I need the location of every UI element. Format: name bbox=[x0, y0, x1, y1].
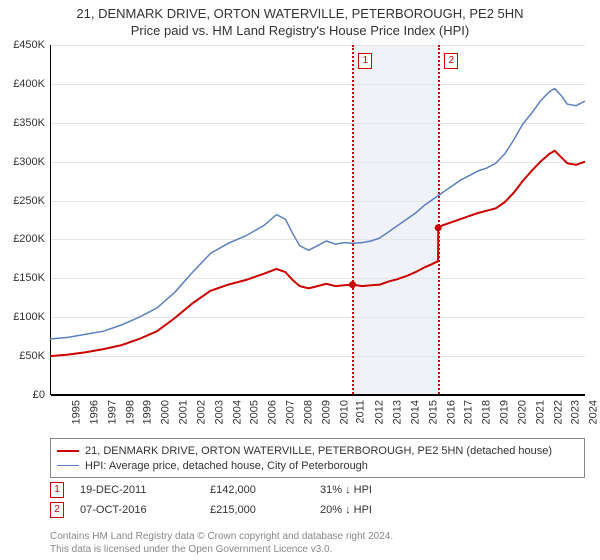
sale-price: £142,000 bbox=[210, 484, 320, 496]
y-tick-label: £200K bbox=[0, 233, 45, 245]
series-hpi bbox=[50, 89, 585, 339]
x-tick-label: 2006 bbox=[267, 400, 279, 424]
table-row: 2 07-OCT-2016 £215,000 20% ↓ HPI bbox=[50, 500, 585, 520]
sales-table: 1 19-DEC-2011 £142,000 31% ↓ HPI 2 07-OC… bbox=[50, 480, 585, 520]
x-tick-label: 1995 bbox=[70, 400, 82, 424]
sale-price: £215,000 bbox=[210, 504, 320, 516]
x-tick-label: 2017 bbox=[463, 400, 475, 424]
x-tick-label: 2003 bbox=[213, 400, 225, 424]
sale-date: 07-OCT-2016 bbox=[80, 504, 210, 516]
x-tick-label: 2014 bbox=[409, 400, 421, 424]
x-tick-label: 1999 bbox=[142, 400, 154, 424]
legend-swatch bbox=[57, 450, 79, 452]
x-tick-label: 2016 bbox=[445, 400, 457, 424]
y-tick-label: £350K bbox=[0, 117, 45, 129]
chart-lines bbox=[50, 45, 585, 395]
x-tick-label: 2007 bbox=[284, 400, 296, 424]
x-tick-label: 2018 bbox=[481, 400, 493, 424]
legend-swatch bbox=[57, 465, 79, 466]
footer: Contains HM Land Registry data © Crown c… bbox=[50, 531, 585, 556]
x-tick-label: 2012 bbox=[374, 400, 386, 424]
series-price_paid bbox=[50, 151, 585, 356]
x-tick-label: 2001 bbox=[177, 400, 189, 424]
x-tick-label: 2009 bbox=[320, 400, 332, 424]
x-tick-label: 2021 bbox=[534, 400, 546, 424]
y-tick-label: £100K bbox=[0, 311, 45, 323]
y-tick-label: £50K bbox=[0, 350, 45, 362]
x-tick-label: 2004 bbox=[231, 400, 243, 424]
sale-dot bbox=[349, 281, 356, 288]
y-tick-label: £450K bbox=[0, 39, 45, 51]
x-tick-label: 2015 bbox=[427, 400, 439, 424]
footer-line: This data is licensed under the Open Gov… bbox=[50, 544, 585, 557]
title-address: 21, DENMARK DRIVE, ORTON WATERVILLE, PET… bbox=[0, 6, 600, 21]
x-tick-label: 2002 bbox=[195, 400, 207, 424]
x-tick-label: 2000 bbox=[160, 400, 172, 424]
x-tick-label: 2008 bbox=[302, 400, 314, 424]
legend-row: HPI: Average price, detached house, City… bbox=[57, 458, 578, 473]
y-tick-label: £150K bbox=[0, 272, 45, 284]
x-tick-label: 2020 bbox=[516, 400, 528, 424]
price-chart: £0£50K£100K£150K£200K£250K£300K£350K£400… bbox=[50, 45, 585, 395]
table-row: 1 19-DEC-2011 £142,000 31% ↓ HPI bbox=[50, 480, 585, 500]
x-tick-label: 1998 bbox=[124, 400, 136, 424]
x-tick-label: 2010 bbox=[338, 400, 350, 424]
x-tick-label: 1997 bbox=[106, 400, 118, 424]
title-subtitle: Price paid vs. HM Land Registry's House … bbox=[0, 23, 600, 38]
legend-row: 21, DENMARK DRIVE, ORTON WATERVILLE, PET… bbox=[57, 443, 578, 458]
sale-date: 19-DEC-2011 bbox=[80, 484, 210, 496]
marker-badge: 1 bbox=[50, 482, 64, 498]
marker-badge: 2 bbox=[50, 502, 64, 518]
x-tick-label: 2013 bbox=[391, 400, 403, 424]
x-tick-label: 1996 bbox=[88, 400, 100, 424]
legend-label: HPI: Average price, detached house, City… bbox=[85, 460, 368, 472]
legend-label: 21, DENMARK DRIVE, ORTON WATERVILLE, PET… bbox=[85, 445, 552, 457]
x-tick-label: 2023 bbox=[570, 400, 582, 424]
x-tick-label: 2011 bbox=[355, 400, 367, 424]
x-tick-label: 2024 bbox=[588, 400, 600, 424]
sale-dot bbox=[435, 224, 442, 231]
sale-delta: 20% ↓ HPI bbox=[320, 504, 520, 516]
y-tick-label: £0 bbox=[0, 389, 45, 401]
y-tick-label: £300K bbox=[0, 156, 45, 168]
sale-delta: 31% ↓ HPI bbox=[320, 484, 520, 496]
y-tick-label: £400K bbox=[0, 78, 45, 90]
footer-line: Contains HM Land Registry data © Crown c… bbox=[50, 531, 585, 544]
x-tick-label: 2022 bbox=[552, 400, 564, 424]
y-tick-label: £250K bbox=[0, 195, 45, 207]
x-tick-label: 2005 bbox=[249, 400, 261, 424]
x-tick-label: 2019 bbox=[498, 400, 510, 424]
legend: 21, DENMARK DRIVE, ORTON WATERVILLE, PET… bbox=[50, 438, 585, 478]
